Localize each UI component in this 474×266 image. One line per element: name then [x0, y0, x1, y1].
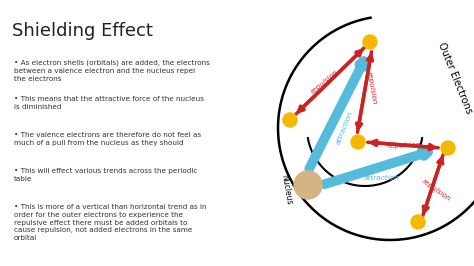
Circle shape [294, 171, 322, 199]
Circle shape [441, 141, 455, 155]
Text: repulsion: repulsion [387, 142, 421, 149]
Circle shape [363, 35, 377, 49]
Text: Nucleus: Nucleus [279, 174, 293, 206]
Text: repulsion: repulsion [366, 71, 378, 105]
Text: • As electron shells (orbitals) are added, the electrons
between a valence elect: • As electron shells (orbitals) are adde… [14, 60, 210, 82]
Text: • This is more of a vertical than horizontal trend as in
order for the outer ele: • This is more of a vertical than horizo… [14, 204, 207, 241]
Text: • This will effect various trends across the periodic
table: • This will effect various trends across… [14, 168, 197, 182]
Text: Outer Electrons: Outer Electrons [436, 41, 474, 115]
Circle shape [351, 135, 365, 149]
Circle shape [283, 113, 297, 127]
Text: • The valence electrons are therefore do not feel as
much of a pull from the nuc: • The valence electrons are therefore do… [14, 132, 201, 146]
Text: attraction: attraction [336, 110, 355, 146]
Text: attraction: attraction [364, 175, 400, 181]
Text: Shielding Effect: Shielding Effect [12, 22, 153, 40]
Text: repulsion: repulsion [420, 178, 451, 202]
Text: • This means that the attractive force of the nucleus
is diminished: • This means that the attractive force o… [14, 96, 204, 110]
Circle shape [411, 215, 425, 229]
Text: repulsion: repulsion [310, 69, 340, 95]
